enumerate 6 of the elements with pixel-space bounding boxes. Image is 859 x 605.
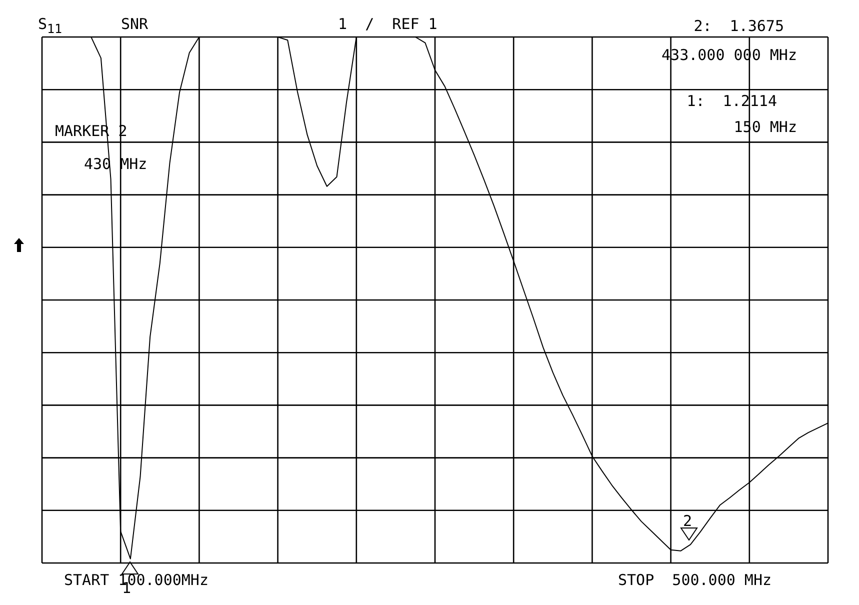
text: STOP 500.000 MHz <box>618 571 772 589</box>
text: 1 / REF 1 <box>338 15 438 33</box>
text: S$_{11}$ <box>38 15 62 38</box>
annotation: 2 <box>683 512 692 530</box>
text: 2: 1.3675 <box>694 17 784 35</box>
text: SNR <box>121 15 148 33</box>
